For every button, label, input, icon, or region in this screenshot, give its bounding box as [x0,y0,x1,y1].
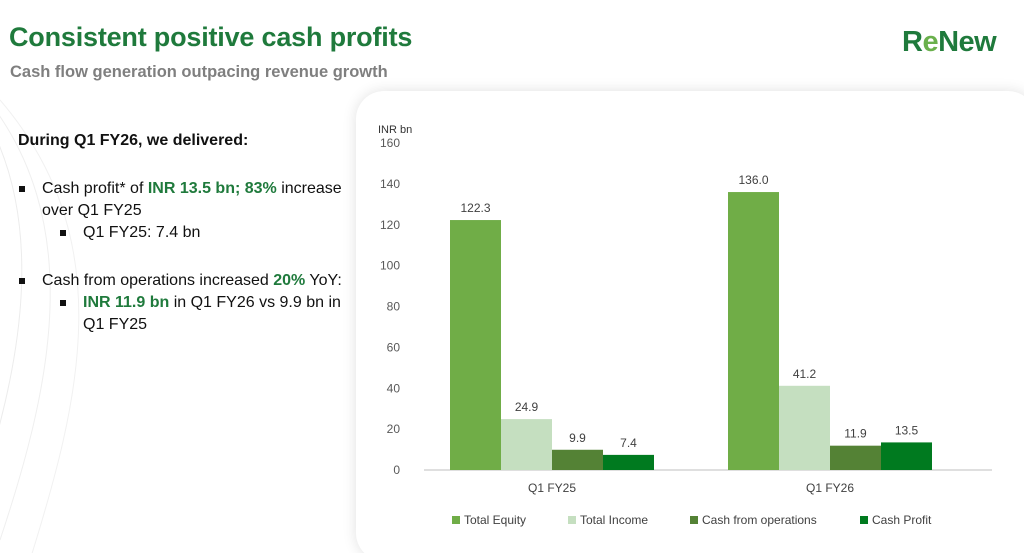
y-tick-label: 60 [387,340,401,354]
y-tick-label: 100 [380,259,400,273]
bar-value-label: 13.5 [895,423,919,437]
legend-swatch [690,516,698,524]
bullet-square-icon [19,186,25,192]
page-subtitle: Cash flow generation outpacing revenue g… [10,63,388,81]
bar [450,220,501,470]
bullet1-prefix: Cash profit* of [42,180,148,197]
bar-chart: INR bn 0 20 40 60 80 100 120 140 160 122.3 136.0 2… [378,124,992,527]
bar [603,454,654,470]
logo-word-new: New [938,26,997,58]
bar-value-label: 11.9 [844,427,867,441]
y-tick-label: 20 [387,422,401,436]
y-tick-label: 140 [380,177,400,191]
bullet2-sub-suffix: in Q1 FY26 vs 9.9 bn in Q1 FY25 [83,294,341,333]
bar [501,419,552,470]
bullet2-prefix: Cash from operations increased [42,272,274,289]
sub-bullet-cash-operations: INR 11.9 bn in Q1 FY26 vs 9.9 bn in Q1 F… [58,292,348,336]
bar [881,442,932,470]
y-tick-label: 80 [387,300,401,314]
bullet-cash-profit: Cash profit* of INR 13.5 bn; 83% increas… [18,178,348,222]
summary-panel: During Q1 FY26, we delivered: Cash profi… [18,130,348,336]
y-tick-label: 160 [380,136,400,150]
bar-value-label: 122.3 [460,201,490,215]
y-tick-label: 0 [393,463,400,477]
bar-value-label: 24.9 [515,400,539,414]
bullet-square-icon [60,300,66,306]
legend-swatch [568,516,576,524]
legend-swatch [860,516,868,524]
bullet-square-icon [60,230,66,236]
chart-legend: Total Equity Total Income Cash from operat… [452,513,932,527]
logo-letter-r: R [902,26,923,58]
bar-value-label: 9.9 [569,431,586,445]
y-axis-unit-label: INR bn [378,124,412,136]
bar-value-label: 41.2 [793,367,817,381]
y-tick-label: 120 [380,218,400,232]
sub-bullet-cash-profit-prior: Q1 FY25: 7.4 bn [58,222,348,244]
bullet-cash-operations: Cash from operations increased 20% YoY: [18,270,348,292]
bullet2-sub-highlight: INR 11.9 bn [83,294,170,311]
bar-value-label: 136.0 [738,173,768,187]
x-axis-labels: Q1 FY25 Q1 FY26 [528,481,854,495]
logo-letter-e: e [922,26,939,58]
bullet1-highlight: INR 13.5 bn; 83% [147,180,277,197]
bar-labels-group: 122.3 136.0 24.9 41.2 9.9 11.9 7.4 13.5 [460,173,918,450]
bullet1-sub-text: Q1 FY25: 7.4 bn [83,224,201,241]
renew-logo: ReNew [902,26,997,59]
bullet2-suffix: YoY: [305,272,342,289]
page-title: Consistent positive cash profits [9,22,413,52]
bar [830,445,881,470]
legend-label: Total Equity [464,513,526,527]
bar [779,385,830,470]
x-category-label: Q1 FY25 [528,481,576,495]
legend-label: Cash Profit [872,513,932,527]
bullet2-highlight: 20% [273,272,306,289]
legend-swatch [452,516,460,524]
x-category-label: Q1 FY26 [806,481,854,495]
legend-label: Total Income [580,513,648,527]
summary-lead: During Q1 FY26, we delivered: [18,132,249,149]
bullet-square-icon [19,278,25,284]
legend-label: Cash from operations [702,513,817,527]
y-axis-ticks: 0 20 40 60 80 100 120 140 160 [380,136,400,477]
y-tick-label: 40 [387,381,401,395]
bar-value-label: 7.4 [620,436,637,450]
bar [728,192,779,471]
bullet1-suffix: increase over Q1 FY25 [42,180,342,219]
bars-group [450,192,932,471]
bar [552,449,603,470]
